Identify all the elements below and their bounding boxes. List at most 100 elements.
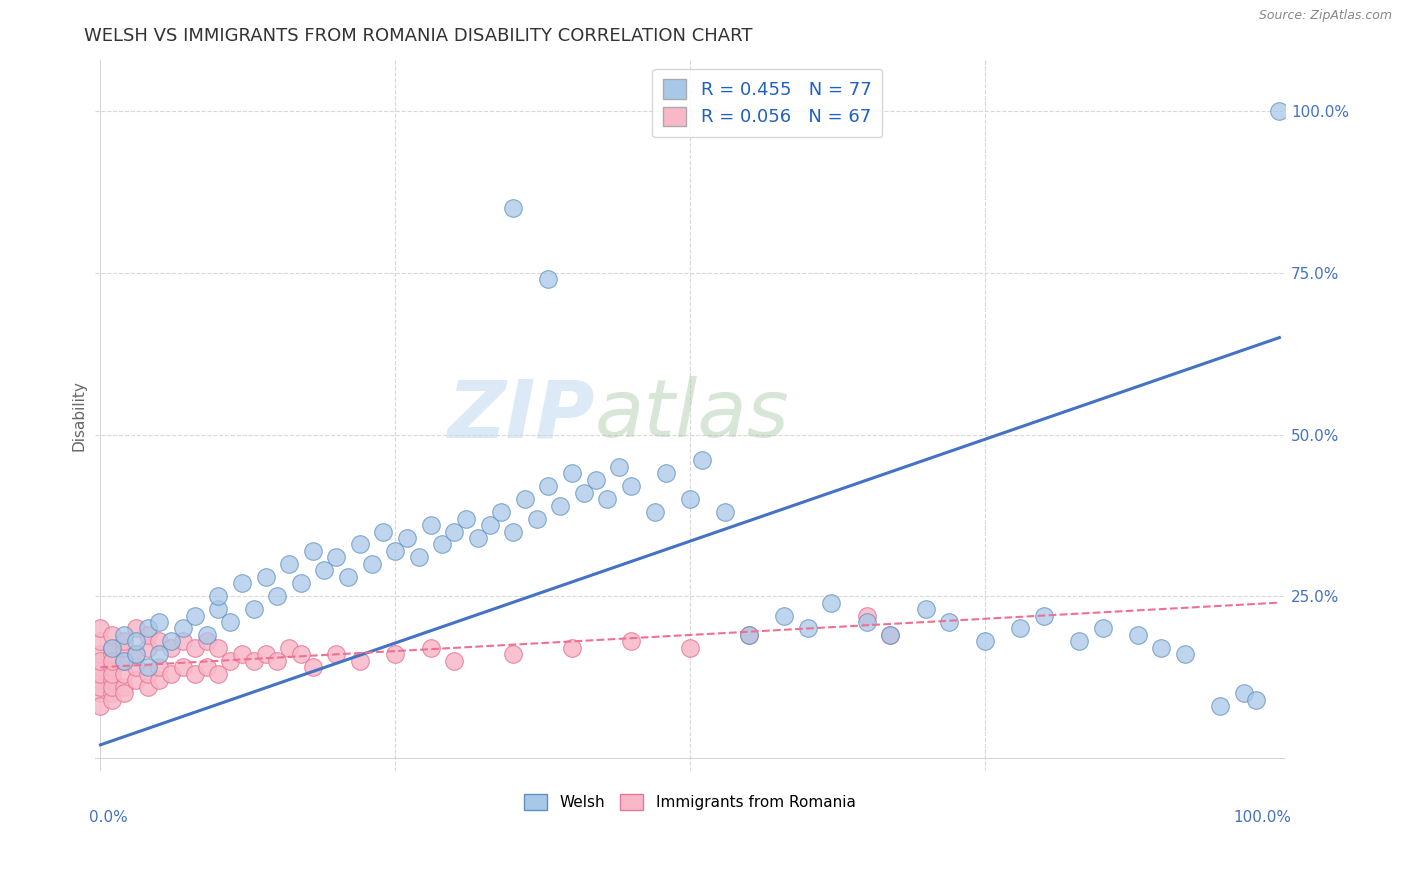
Point xyxy=(160,634,183,648)
Point xyxy=(101,686,124,700)
Point xyxy=(537,272,560,286)
Point xyxy=(89,648,111,662)
Point xyxy=(620,634,643,648)
Point xyxy=(855,608,877,623)
Point xyxy=(419,518,441,533)
Point xyxy=(266,589,288,603)
Point xyxy=(973,634,995,648)
Text: ZIP: ZIP xyxy=(447,376,595,454)
Point xyxy=(513,492,536,507)
Point xyxy=(254,570,277,584)
Point xyxy=(395,531,418,545)
Point xyxy=(607,459,630,474)
Point xyxy=(278,640,301,655)
Point xyxy=(112,680,135,694)
Point xyxy=(112,654,135,668)
Point xyxy=(125,673,148,688)
Point xyxy=(89,673,111,688)
Point xyxy=(89,699,111,714)
Point xyxy=(89,654,111,668)
Point xyxy=(112,634,135,648)
Point xyxy=(207,666,229,681)
Point xyxy=(219,615,242,629)
Point xyxy=(89,680,111,694)
Y-axis label: Disability: Disability xyxy=(72,380,86,450)
Legend: R = 0.455   N = 77, R = 0.056   N = 67: R = 0.455 N = 77, R = 0.056 N = 67 xyxy=(652,69,883,137)
Point xyxy=(572,485,595,500)
Point xyxy=(855,615,877,629)
Point xyxy=(160,640,183,655)
Point xyxy=(112,654,135,668)
Point xyxy=(502,524,524,539)
Point xyxy=(231,648,253,662)
Point xyxy=(655,467,678,481)
Point xyxy=(172,622,194,636)
Point xyxy=(101,628,124,642)
Point xyxy=(773,608,796,623)
Point xyxy=(112,628,135,642)
Point xyxy=(136,628,159,642)
Point xyxy=(1126,628,1149,642)
Point xyxy=(101,692,124,706)
Point xyxy=(160,666,183,681)
Point xyxy=(148,615,170,629)
Point xyxy=(101,648,124,662)
Point xyxy=(136,680,159,694)
Point xyxy=(443,524,465,539)
Point xyxy=(491,505,513,519)
Text: WELSH VS IMMIGRANTS FROM ROMANIA DISABILITY CORRELATION CHART: WELSH VS IMMIGRANTS FROM ROMANIA DISABIL… xyxy=(84,27,752,45)
Text: 0.0%: 0.0% xyxy=(89,810,128,825)
Point xyxy=(101,640,124,655)
Point xyxy=(454,511,477,525)
Point xyxy=(219,654,242,668)
Point xyxy=(1150,640,1173,655)
Point xyxy=(112,686,135,700)
Point xyxy=(136,666,159,681)
Point xyxy=(1268,104,1291,119)
Point xyxy=(231,576,253,591)
Point xyxy=(738,628,761,642)
Point xyxy=(419,640,441,655)
Point xyxy=(561,467,583,481)
Point xyxy=(1233,686,1256,700)
Point xyxy=(184,666,207,681)
Point xyxy=(1067,634,1090,648)
Point xyxy=(101,680,124,694)
Point xyxy=(148,648,170,662)
Point xyxy=(266,654,288,668)
Point xyxy=(184,608,207,623)
Point xyxy=(136,622,159,636)
Point xyxy=(797,622,820,636)
Point xyxy=(384,648,406,662)
Point xyxy=(408,550,430,565)
Point xyxy=(548,499,571,513)
Point xyxy=(125,648,148,662)
Point xyxy=(537,479,560,493)
Point xyxy=(172,634,194,648)
Point xyxy=(679,640,702,655)
Point xyxy=(148,634,170,648)
Point xyxy=(373,524,395,539)
Point xyxy=(620,479,643,493)
Point xyxy=(112,666,135,681)
Point xyxy=(443,654,465,668)
Point xyxy=(242,602,264,616)
Point xyxy=(242,654,264,668)
Point xyxy=(148,660,170,674)
Point xyxy=(1174,648,1197,662)
Point xyxy=(195,628,218,642)
Point xyxy=(207,602,229,616)
Point xyxy=(314,563,336,577)
Point xyxy=(101,640,124,655)
Point xyxy=(938,615,960,629)
Point xyxy=(172,660,194,674)
Point xyxy=(89,634,111,648)
Point xyxy=(1209,699,1232,714)
Point xyxy=(467,531,489,545)
Point xyxy=(679,492,702,507)
Point xyxy=(502,202,524,216)
Point xyxy=(690,453,713,467)
Point xyxy=(644,505,666,519)
Point xyxy=(914,602,936,616)
Point xyxy=(136,640,159,655)
